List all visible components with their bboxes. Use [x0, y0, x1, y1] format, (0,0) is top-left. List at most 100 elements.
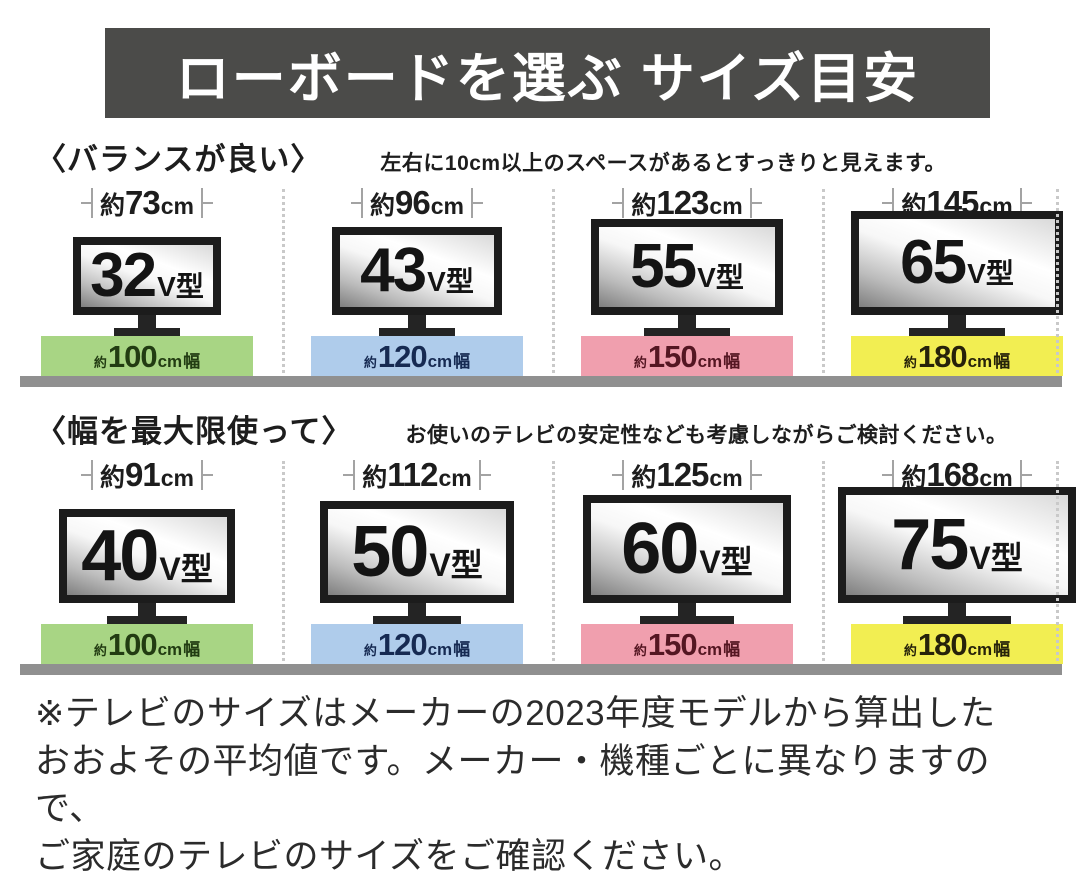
column-divider [822, 461, 825, 661]
tv-illustration: 60 V型 [583, 495, 791, 624]
dimension-tick-right [749, 460, 752, 490]
dim-unit: cm [160, 465, 194, 491]
tv-size-number: 55 [630, 232, 697, 301]
column-divider [1056, 189, 1059, 373]
tv-screen: 60 V型 [591, 503, 783, 595]
floor-line [20, 376, 1062, 387]
board-width-value: 120 [377, 338, 428, 374]
tv-screen: 65 V型 [859, 219, 1055, 307]
tv-stand-neck [678, 603, 696, 616]
section-heading: 〈バランスが良い〉 [35, 142, 323, 177]
footnote-line-1: ※テレビのサイズはメーカーの2023年度モデルから算出した [35, 694, 996, 733]
lowboard-100cm: 約 100 cm 幅 [41, 624, 253, 664]
board-suffix: 幅 [723, 351, 741, 371]
tv-size-number: 43 [360, 236, 427, 305]
dim-value: 73 [125, 184, 161, 221]
section-heading: 〈幅を最大限使って〉 [35, 414, 354, 449]
tv-stand-base [373, 616, 461, 624]
dim-prefix: 約 [100, 464, 126, 492]
dimension-stub-right [751, 474, 762, 476]
board-prefix: 約 [633, 354, 647, 370]
dim-value: 91 [125, 456, 161, 493]
tv-stand-neck [408, 315, 426, 328]
tv-bezel: 55 V型 [591, 219, 783, 315]
board-unit: cm [697, 351, 723, 371]
tv-size-suffix: V型 [427, 266, 474, 297]
tv-size-number: 50 [351, 512, 429, 592]
tv-size-number: 60 [621, 509, 699, 589]
dim-value: 112 [387, 456, 438, 493]
column-divider [822, 189, 825, 373]
dim-prefix: 約 [631, 464, 657, 492]
tv-screen: 43 V型 [340, 235, 494, 307]
board-suffix: 幅 [993, 351, 1011, 371]
dim-unit: cm [979, 465, 1013, 491]
tv-size-suffix: V型 [429, 547, 483, 583]
lowboard-180cm: 約 180 cm 幅 [851, 624, 1063, 664]
board-prefix: 約 [903, 642, 917, 658]
tv-stand-neck [678, 315, 696, 328]
tv-column-60v: 約 125 cm 60 V型 約 150 cm 幅 [552, 456, 822, 664]
column-divider [1056, 461, 1059, 661]
board-prefix: 約 [903, 354, 917, 370]
tv-stand-neck [948, 315, 966, 328]
dim-prefix: 約 [631, 192, 657, 220]
board-unit: cm [427, 639, 453, 659]
tv-stand-base [909, 328, 1005, 336]
tv-column-32v: 約 73 cm 32 V型 約 100 cm 幅 [12, 184, 282, 376]
tv-illustration: 40 V型 [59, 509, 235, 624]
dim-unit: cm [160, 193, 194, 219]
board-width-value: 120 [377, 626, 428, 662]
dimension-tick-right [470, 188, 473, 218]
tv-bezel: 40 V型 [59, 509, 235, 603]
dimension-tick-left [892, 188, 895, 218]
dimension-stub-left [81, 474, 91, 476]
dimension-stub-right [751, 202, 762, 204]
dim-value: 168 [926, 456, 979, 493]
dimension-tick-right [200, 188, 203, 218]
width-dimension: 約 96 cm [351, 184, 483, 221]
footnote-line-3: ご家庭のテレビのサイズをご確認ください。 [35, 836, 744, 876]
tv-illustration: 43 V型 [332, 227, 502, 336]
lowboard-100cm: 約 100 cm 幅 [41, 336, 253, 376]
dimension-stub-right [480, 474, 491, 476]
dimension-tick-left [91, 188, 93, 218]
section-header: 〈バランスが良い〉 左右に10cm以上のスペースがあるとすっきりと見えます。 [0, 134, 1080, 179]
dim-value: 123 [656, 184, 709, 221]
lowboard-120cm: 約 120 cm 幅 [311, 336, 523, 376]
dimension-stub-left [882, 202, 893, 204]
tv-illustration: 65 V型 [851, 211, 1063, 336]
tv-size-suffix: V型 [699, 544, 753, 580]
column-divider [282, 189, 285, 373]
dim-unit: cm [709, 465, 743, 491]
section-balanced: 〈バランスが良い〉 左右に10cm以上のスペースがあるとすっきりと見えます。 約… [0, 134, 1080, 387]
footnote-line-2: おおよその平均値です。メーカー・機種ごとに異なりますので、 [35, 741, 991, 829]
dimension-stub-left [343, 474, 354, 476]
dimension-stub-left [882, 474, 893, 476]
tv-column-75v: 約 168 cm 75 V型 約 180 cm 幅 [822, 456, 1080, 664]
board-width-value: 150 [647, 626, 698, 662]
tv-size-diagram: 約 73 cm 32 V型 約 100 cm 幅 [0, 184, 1080, 387]
lowboard-120cm: 約 120 cm 幅 [311, 624, 523, 664]
width-dimension: 約 112 cm [343, 456, 491, 493]
tv-column-55v: 約 123 cm 55 V型 約 150 cm 幅 [552, 184, 822, 376]
board-prefix: 約 [93, 642, 107, 658]
dimension-tick-right [200, 460, 203, 490]
tv-stand-base [643, 328, 731, 336]
tv-bezel: 43 V型 [332, 227, 502, 315]
tv-bezel: 75 V型 [838, 487, 1076, 603]
tv-stand-neck [408, 603, 426, 616]
tv-bezel: 50 V型 [320, 501, 514, 603]
dim-value: 125 [656, 456, 709, 493]
board-suffix: 幅 [183, 351, 201, 371]
dimension-stub-right [1021, 202, 1032, 204]
dimension-stub-left [351, 202, 361, 204]
board-unit: cm [697, 639, 723, 659]
tv-illustration: 55 V型 [591, 219, 783, 336]
page-title: ローボードを選ぶ サイズ目安 [105, 28, 990, 118]
column-divider [282, 461, 285, 661]
board-suffix: 幅 [183, 639, 201, 659]
tv-stand-neck [138, 603, 156, 616]
width-dimension: 約 125 cm [612, 456, 762, 493]
tv-stand-neck [948, 603, 966, 616]
